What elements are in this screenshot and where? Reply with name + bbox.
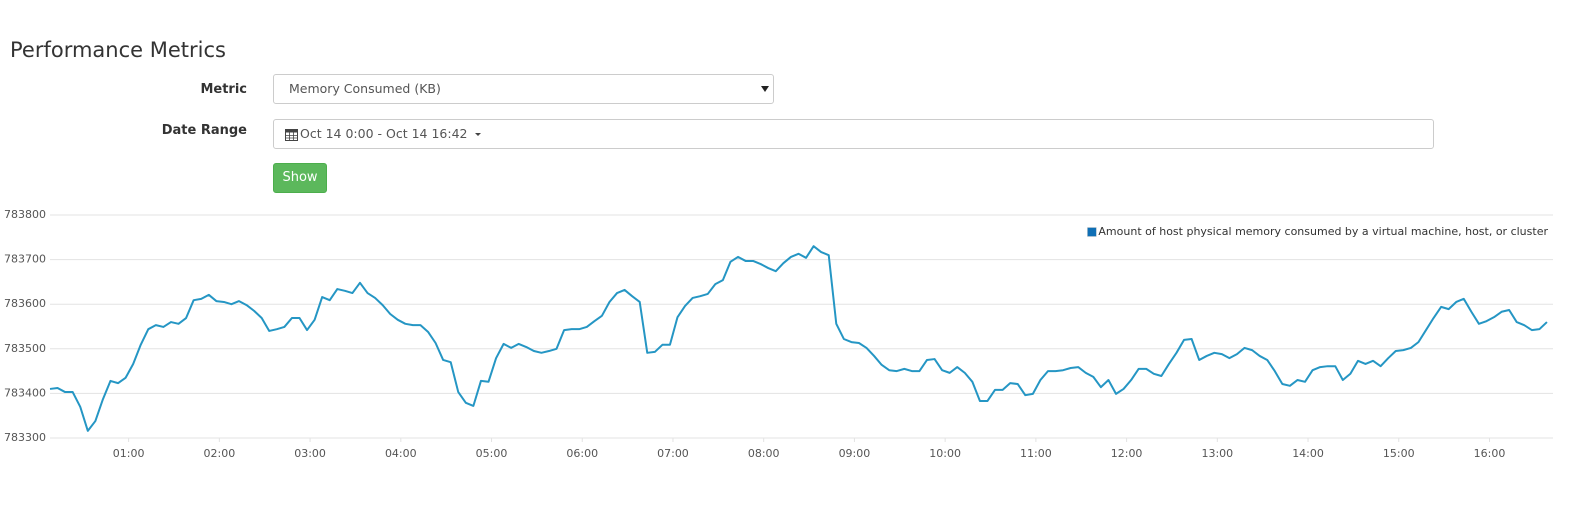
metric-value: Memory Consumed (KB): [289, 81, 441, 96]
y-tick-label: 783400: [4, 386, 46, 399]
select-arrow: [761, 86, 769, 92]
metric-label: Metric: [200, 82, 247, 97]
page-title: Performance Metrics: [10, 38, 226, 62]
legend-label: Amount of host physical memory consumed …: [1098, 225, 1548, 238]
legend-swatch: [1087, 227, 1097, 237]
x-tick-label: 06:00: [566, 447, 598, 460]
x-tick-label: 16:00: [1474, 447, 1506, 460]
y-tick-label: 783500: [4, 342, 46, 355]
x-tick-label: 12:00: [1111, 447, 1143, 460]
x-tick-label: 08:00: [748, 447, 780, 460]
show-button[interactable]: Show: [273, 163, 327, 193]
x-tick-label: 05:00: [476, 447, 508, 460]
y-tick-label: 783700: [4, 253, 46, 266]
y-tick-label: 783800: [4, 208, 46, 221]
date-range-input[interactable]: Oct 14 0:00 - Oct 14 16:42: [273, 119, 1434, 149]
calendar-icon: [285, 129, 298, 141]
y-tick-label: 783300: [4, 431, 46, 444]
x-tick-label: 04:00: [385, 447, 417, 460]
date-label: Date Range: [161, 123, 247, 138]
date-value: Oct 14 0:00 - Oct 14 16:42: [300, 126, 468, 141]
x-tick-label: 11:00: [1020, 447, 1052, 460]
x-tick-label: 09:00: [839, 447, 871, 460]
x-tick-label: 07:00: [657, 447, 689, 460]
y-tick-label: 783600: [4, 297, 46, 310]
x-tick-label: 13:00: [1201, 447, 1233, 460]
x-tick-label: 15:00: [1383, 447, 1415, 460]
x-tick-label: 03:00: [294, 447, 326, 460]
x-tick-label: 01:00: [113, 447, 145, 460]
metric-select[interactable]: Memory Consumed (KB): [273, 74, 774, 104]
caret: [475, 133, 482, 136]
series-line: [49, 245, 1548, 432]
x-tick-label: 02:00: [204, 447, 236, 460]
x-tick-label: 14:00: [1292, 447, 1324, 460]
x-tick-label: 10:00: [929, 447, 961, 460]
